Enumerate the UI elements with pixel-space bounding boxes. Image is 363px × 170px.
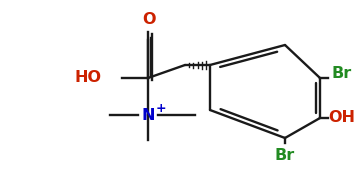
Text: N: N	[141, 107, 155, 123]
Text: O: O	[142, 13, 156, 28]
Text: +: +	[156, 103, 166, 115]
Text: HO: HO	[74, 71, 102, 86]
Text: Br: Br	[275, 149, 295, 164]
Text: OH: OH	[329, 110, 355, 125]
Text: Br: Br	[332, 65, 352, 81]
